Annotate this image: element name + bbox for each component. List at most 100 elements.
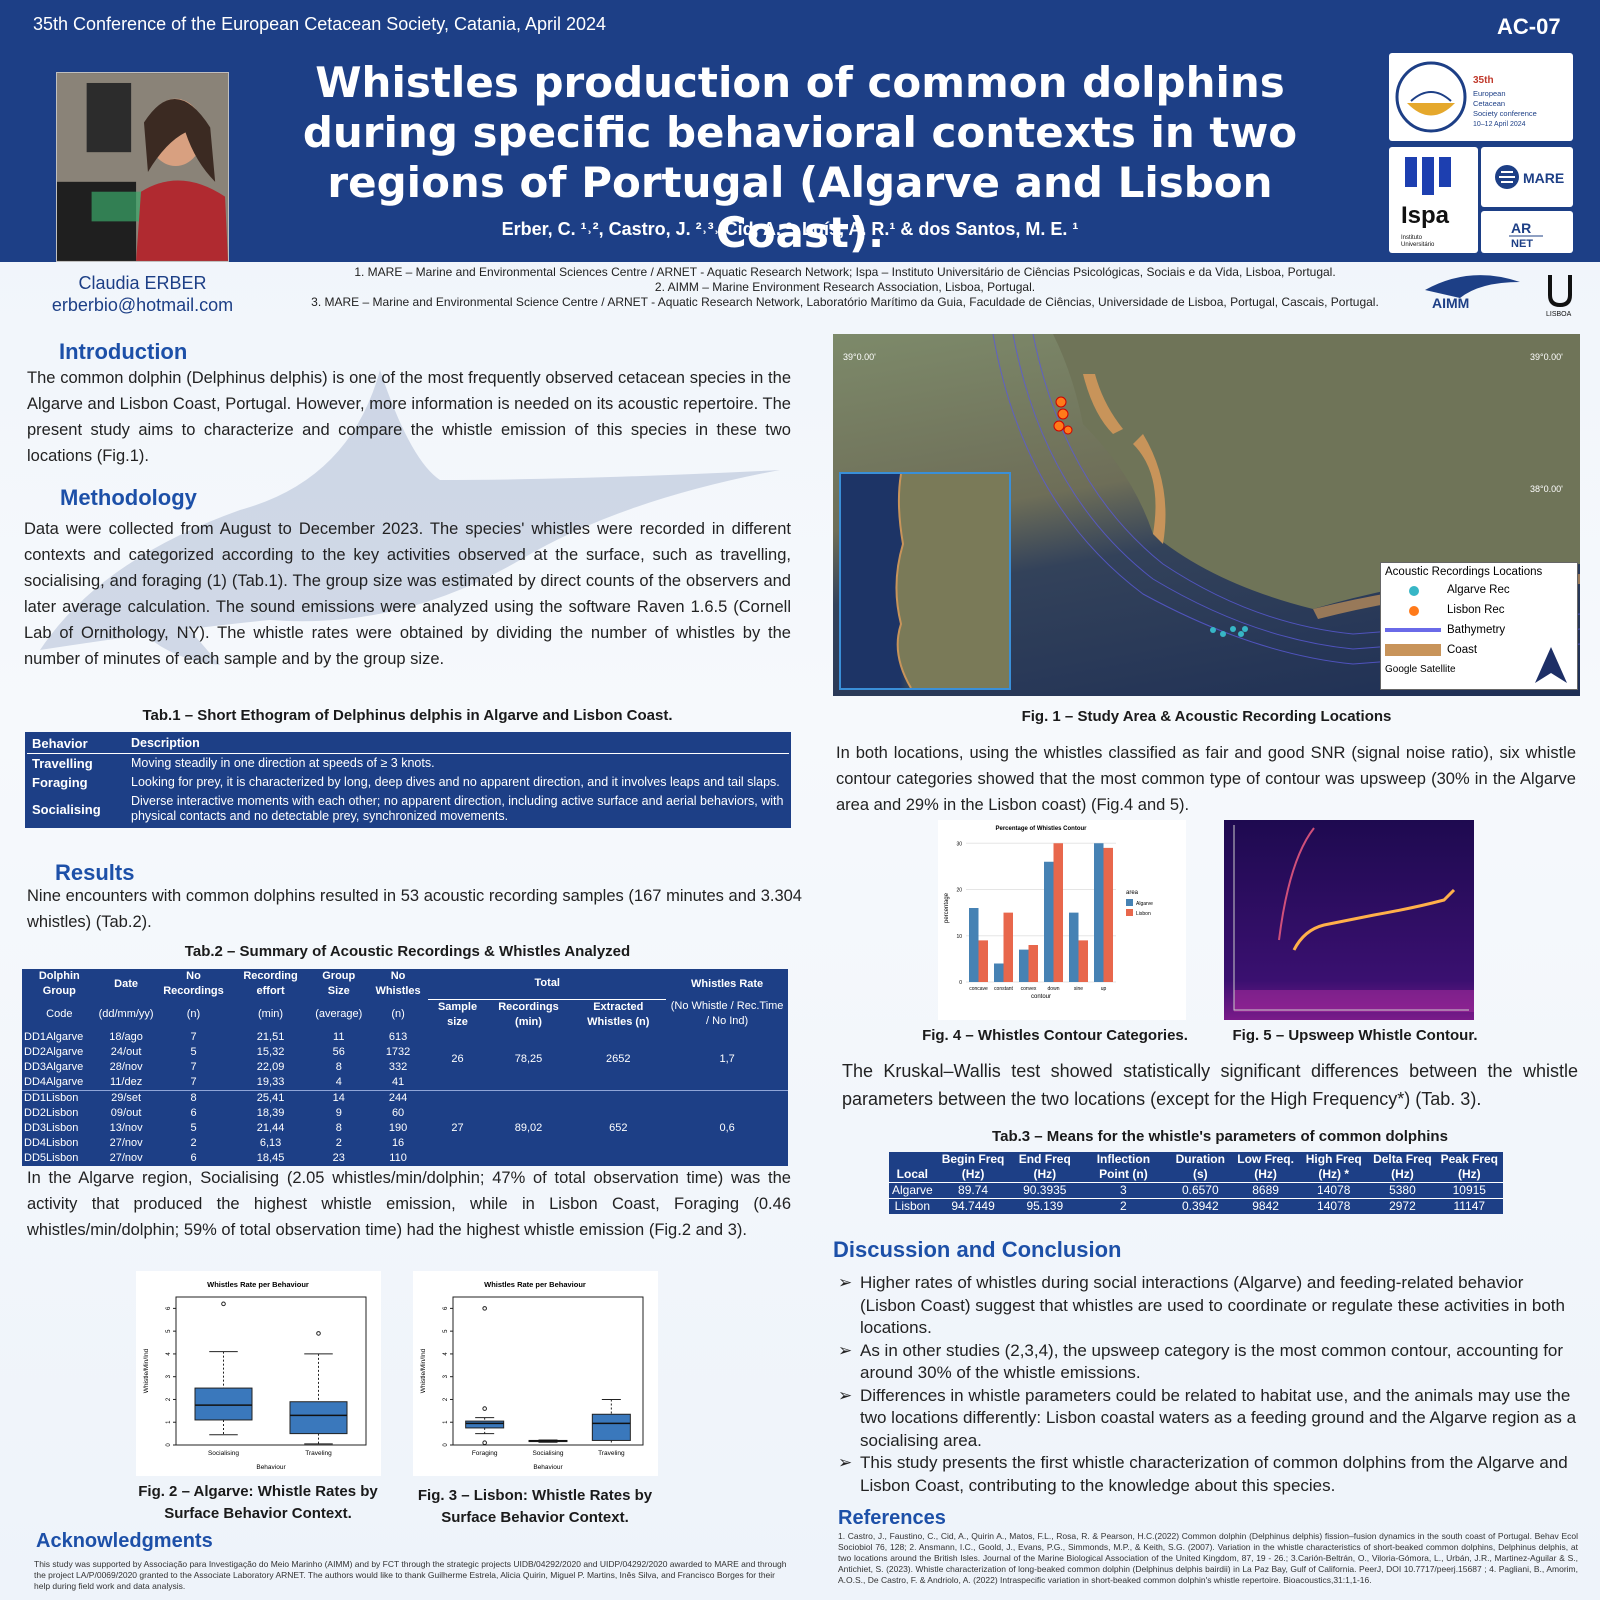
cell: 89,02 <box>514 1121 543 1134</box>
y-tick-label: 3 <box>443 1374 449 1378</box>
cell: 14078 <box>1317 1183 1351 1197</box>
legend-label: Lisbon Rec <box>1447 604 1505 616</box>
cell: 89.74 <box>958 1183 989 1197</box>
cell: 21,44 <box>256 1121 285 1134</box>
spectrogram-illustration <box>1224 820 1474 1020</box>
tab1-caption: Tab.1 – Short Ethogram of Delphinus delp… <box>142 707 673 724</box>
references-text: 1. Castro, J., Faustino, C., Cid, A., Qu… <box>838 1531 1578 1585</box>
y-tick-label: 30 <box>956 841 962 847</box>
fig2-boxplot: Whistles Rate per Behaviour 0 1 2 3 4 5 6 Social… <box>136 1271 381 1476</box>
table-header-cell: Behavior <box>26 733 126 754</box>
bathymetry-line-icon <box>1385 628 1441 632</box>
table-row: Foraging Looking for prey, it is charact… <box>26 773 790 792</box>
cell: DD3Algarve <box>24 1060 84 1073</box>
cell: 27/nov <box>109 1136 143 1149</box>
cell: 23 <box>332 1151 345 1164</box>
cell: 0.3942 <box>1181 1199 1219 1213</box>
cell: 41 <box>391 1075 405 1088</box>
bar-lisbon <box>1003 912 1013 982</box>
y-tick-label: 3 <box>166 1374 172 1378</box>
cell: 3 <box>1120 1183 1127 1197</box>
cell: 2972 <box>1389 1199 1416 1213</box>
lat-label: 39°0.00' <box>1530 352 1563 362</box>
table-row: DD1Algarve 18/ago 7 21,51 11 613 26 78,25 2652 1… <box>22 1030 788 1066</box>
chart-title: Whistles Rate per Behaviour <box>484 1280 586 1289</box>
table-header-cell: Dolphin Group <box>38 970 80 997</box>
legend-swatch <box>1126 909 1133 916</box>
presenter-email[interactable]: erberbio@hotmail.com <box>51 295 234 315</box>
whistle-parameters-table: Local Begin Freq (Hz) End Freq (Hz) Infl… <box>889 1152 1503 1214</box>
fig5-caption: Fig. 5 – Upsweep Whistle Contour. <box>1232 1027 1478 1044</box>
outlier-point <box>482 1306 487 1311</box>
table-header-cell: Local <box>896 1167 929 1181</box>
cell: DD5Lisbon <box>24 1151 79 1164</box>
svg-text:Instituto: Instituto <box>1401 235 1423 241</box>
tab2-caption: Tab.2 – Summary of Acoustic Recordings &… <box>184 943 631 960</box>
presenter-photo <box>56 72 229 262</box>
cell: 11147 <box>1453 1199 1486 1213</box>
fig3-caption: Fig. 3 – Lisbon: Whistle Rates by Surfac… <box>417 1487 653 1526</box>
bar-algarve <box>1094 843 1104 982</box>
x-axis-label: Behaviour <box>256 1464 286 1471</box>
presenter-contact: Claudia ERBER erberbio@hotmail.com <box>40 272 245 316</box>
discussion-list: Higher rates of whistles during social i… <box>838 1272 1578 1497</box>
introduction-heading: Introduction <box>59 339 188 364</box>
description-cell: Diverse interactive moments with each ot… <box>131 794 784 823</box>
table-header-cell: No Recordings <box>163 970 224 997</box>
svg-text:European: European <box>1473 89 1506 98</box>
cell: Lisbon <box>894 1199 931 1213</box>
cell: 8 <box>335 1121 342 1134</box>
bar-algarve <box>1044 861 1054 982</box>
table-row: Algarve 89.74 90.3935 3 0.6570 8689 14078 5380 1… <box>889 1182 1503 1199</box>
svg-text:MARE: MARE <box>1523 170 1564 186</box>
bar-lisbon <box>1028 945 1038 982</box>
table-row: Lisbon 94.7449 95.139 2 0.3942 9842 14078 2972 1… <box>889 1199 1503 1215</box>
svg-text:Universitário: Universitário <box>1401 242 1435 248</box>
cell: 11/dez <box>109 1075 143 1088</box>
legend-label: Bathymetry <box>1447 624 1506 636</box>
references-heading: References <box>838 1507 946 1529</box>
cell: DD2Lisbon <box>24 1106 79 1119</box>
bar-algarve <box>969 908 979 982</box>
table-row: DD3Lisbon 13/nov 5 21,44 8 190 <box>22 1121 788 1136</box>
cell: 1732 <box>385 1045 411 1058</box>
y-axis-label: Whistle/Min/Ind <box>143 1348 150 1393</box>
bar-algarve <box>1019 949 1029 982</box>
cell: 7 <box>190 1030 197 1043</box>
affiliation-3: 3. MARE – Marine and Environmental Scien… <box>311 295 1379 309</box>
y-tick-label: 4 <box>443 1352 449 1356</box>
bar-lisbon <box>1078 940 1088 982</box>
cell: 5 <box>190 1121 197 1134</box>
cell: 2 <box>190 1136 197 1149</box>
table-subheader-row: Code (dd/mm/yy) (n) (min) (average) (n) … <box>22 999 788 1030</box>
table-row: DD5Lisbon 27/nov 6 18,45 23 110 <box>22 1151 788 1166</box>
list-item: As in other studies (2,3,4), the upsweep… <box>838 1340 1578 1385</box>
map-illustration <box>992 334 1580 665</box>
table-header-cell: Begin Freq (Hz) <box>941 1152 1005 1181</box>
y-tick-label: 0 <box>166 1443 172 1447</box>
cell: 25,41 <box>256 1091 285 1104</box>
lisbon-marker-icon <box>1409 606 1419 616</box>
outlier-point <box>482 1406 487 1411</box>
table-header-cell: Total <box>428 969 667 1000</box>
presenter-name: Claudia ERBER <box>78 273 207 293</box>
poster-code: AC-07 <box>1497 14 1561 39</box>
table-header-cell: Whistles Rate <box>691 977 764 990</box>
portugal-inset-map <box>839 472 1011 690</box>
x-tick-label: Socialising <box>532 1450 563 1457</box>
cell: 13/nov <box>109 1121 143 1134</box>
dolphin-watermark-illustration <box>40 370 780 665</box>
tab3-caption: Tab.3 – Means for the whistle's paramete… <box>992 1128 1448 1145</box>
y-tick-label: 0 <box>959 980 962 986</box>
bar-lisbon <box>978 940 988 982</box>
svg-text:Ispa: Ispa <box>1401 202 1450 229</box>
svg-text:AIMM: AIMM <box>1432 295 1469 311</box>
cell: 60 <box>391 1106 405 1119</box>
cell: 90.3935 <box>1023 1183 1067 1197</box>
contour-text: In both locations, using the whistles cl… <box>836 744 1576 814</box>
box <box>465 1420 505 1429</box>
fig2-caption: Fig. 2 – Algarve: Whistle Rates by Surfa… <box>138 1483 378 1522</box>
ispa-logo: Ispa Instituto Universitário <box>1389 147 1478 253</box>
bar-lisbon <box>1053 843 1063 982</box>
cell: 14078 <box>1317 1199 1351 1213</box>
